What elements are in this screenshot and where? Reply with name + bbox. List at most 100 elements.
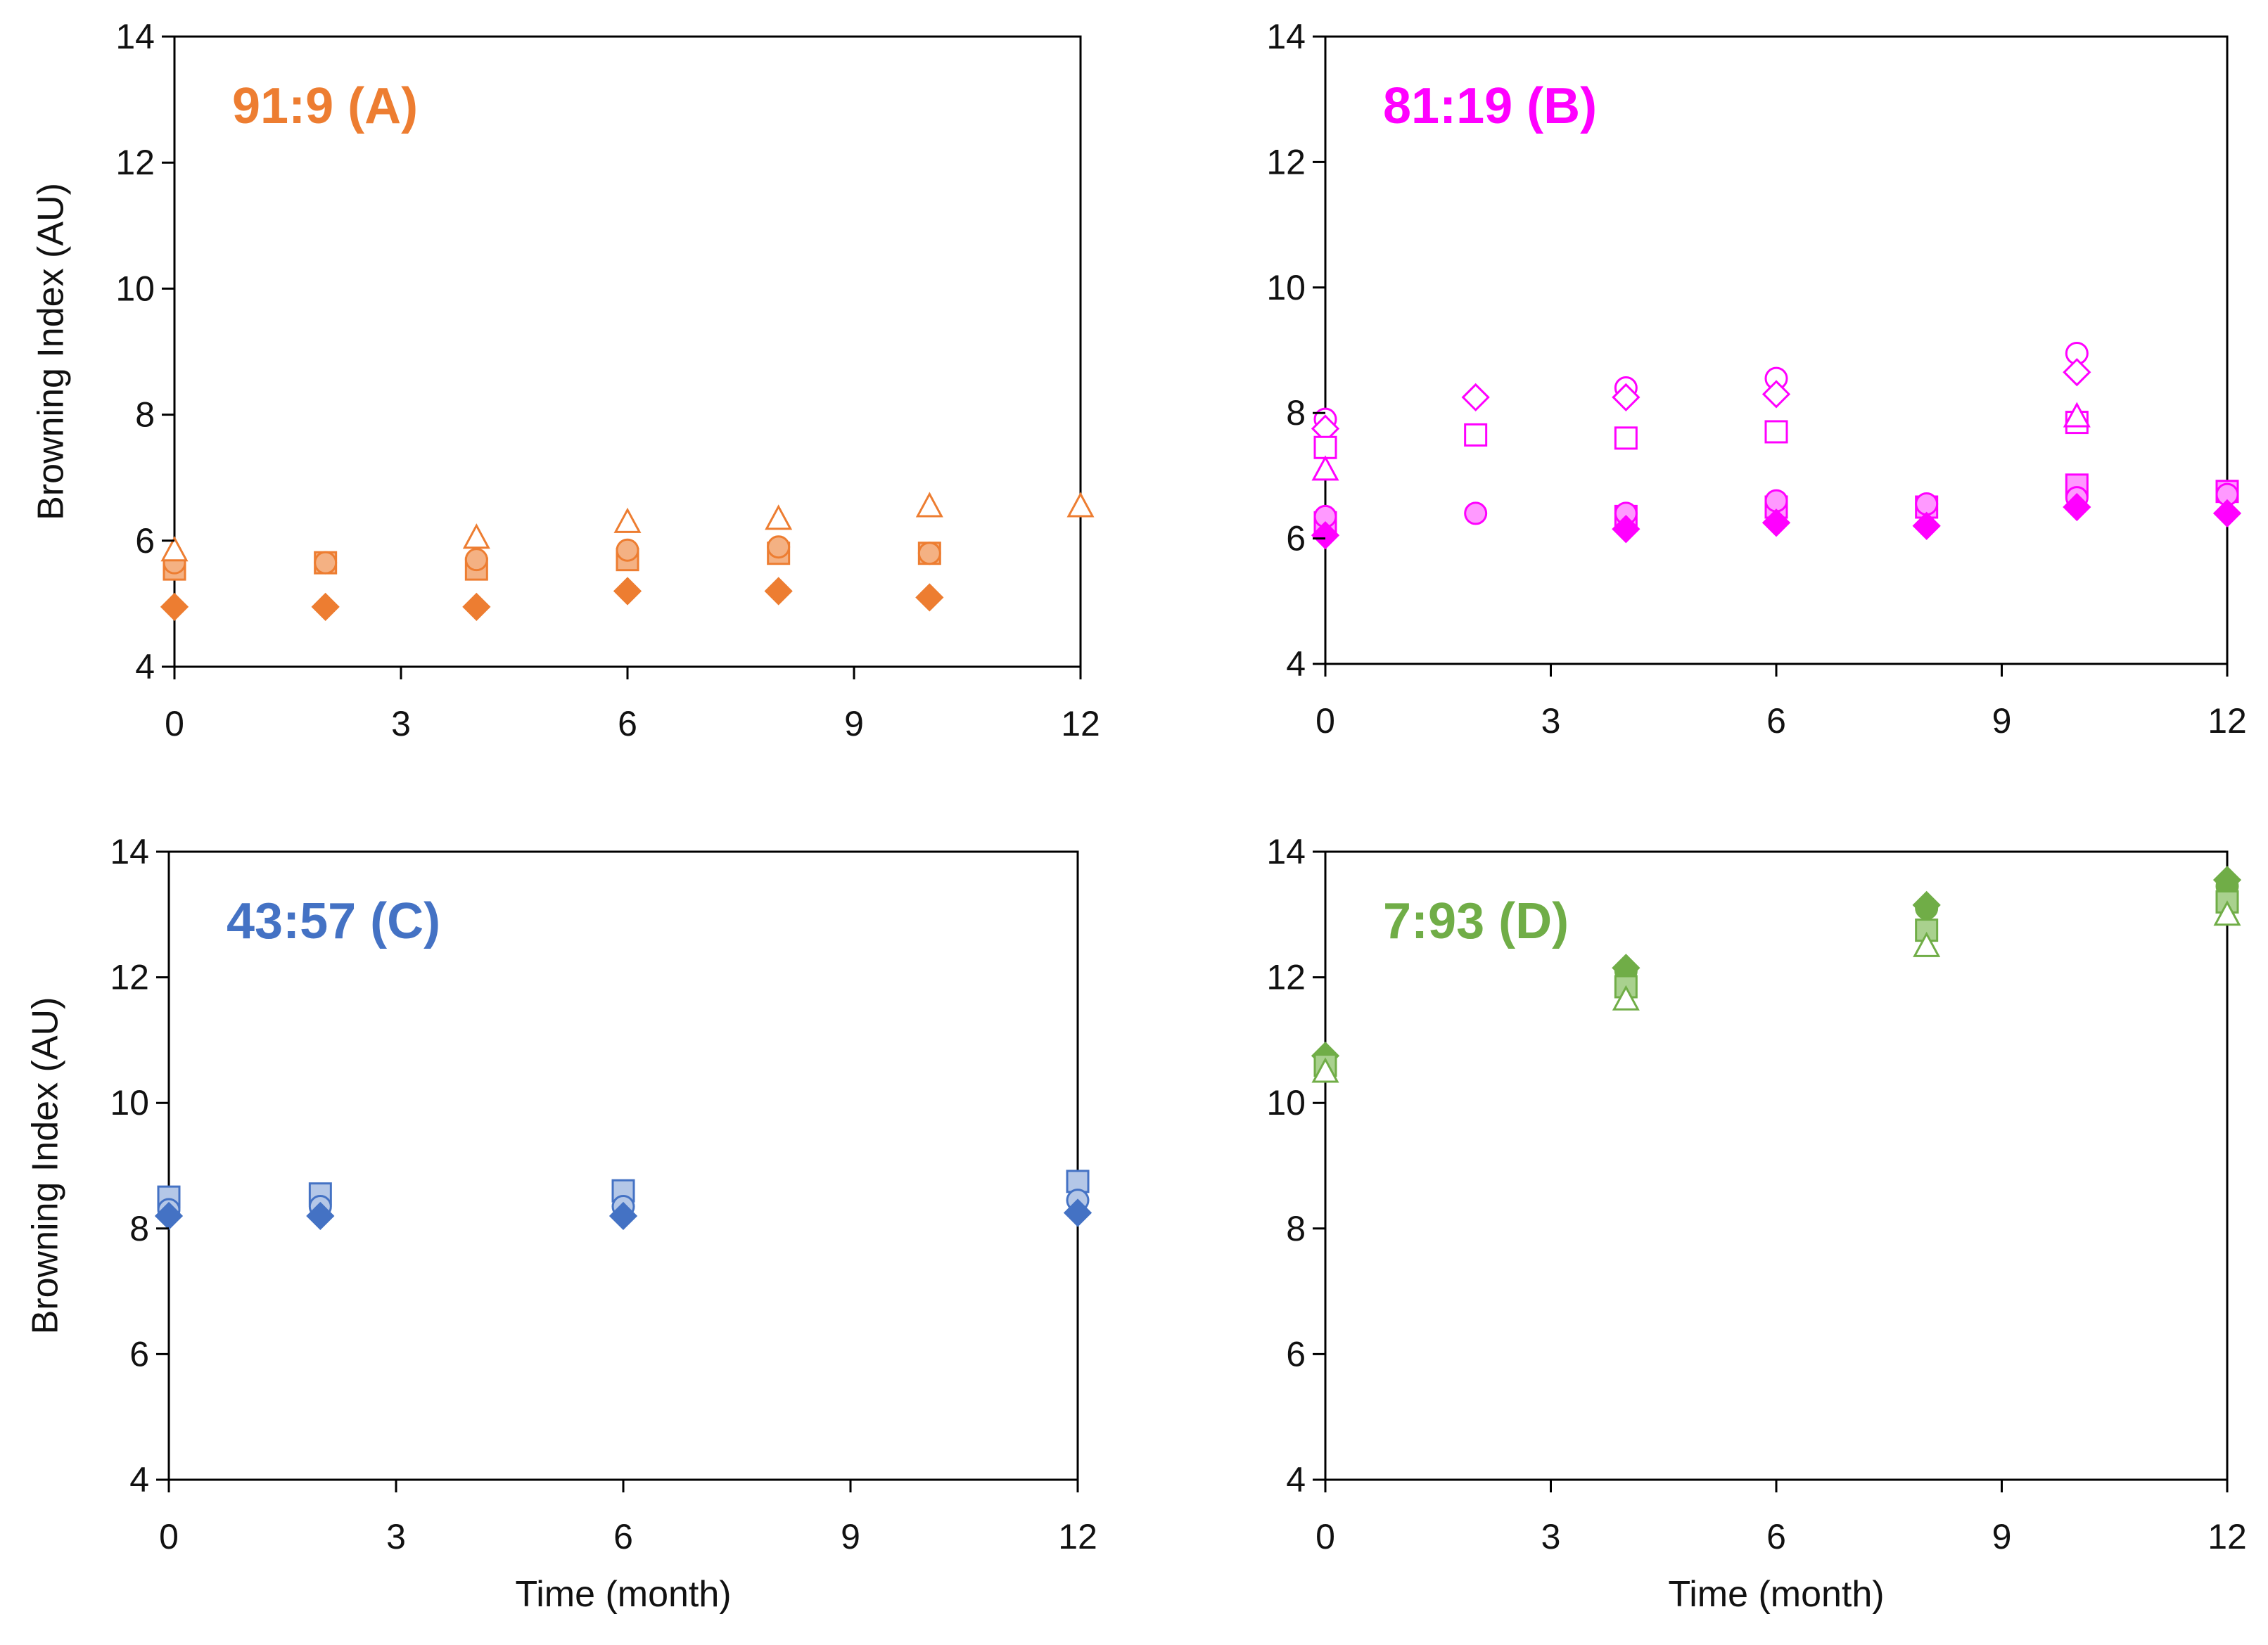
- panel-d-marks: [1311, 866, 2242, 1083]
- panel-c-marks: [154, 1170, 1092, 1231]
- panel-d-y-tick-label: 6: [1286, 1334, 1306, 1374]
- panel-d-triangle-point: [1913, 931, 1941, 957]
- panel-c-square-point: [1066, 1170, 1090, 1193]
- panel-b-square-point: [1313, 435, 1337, 459]
- panel-a-x-tick-label: 0: [165, 704, 184, 743]
- panel-a-circle-point: [464, 548, 488, 572]
- panel-c-x-tick-label: 12: [1058, 1517, 1097, 1556]
- panel-d-x-tick-label: 6: [1766, 1517, 1786, 1556]
- panel-a-diamond-point: [462, 592, 491, 622]
- panel-a-marks: [160, 492, 1095, 622]
- panel-c-x-tick-label: 6: [613, 1517, 633, 1556]
- panel-a-diamond-point: [311, 592, 340, 622]
- panel-b-circle-point: [1915, 492, 1939, 516]
- panel-d-triangle-point: [1311, 1057, 1339, 1083]
- panel-a-x-tick-label: 3: [391, 704, 411, 743]
- panel-c-diamond-point: [306, 1201, 335, 1231]
- panel-c-y-tick-label: 4: [129, 1460, 149, 1499]
- panel-a-triangle-point: [765, 504, 793, 530]
- panel-b-diamond-point: [2212, 499, 2242, 528]
- panel-b-y-ticks: 4 6 8 10 12 14: [1266, 17, 1325, 684]
- panel-d-x-ticks: 0 3 6 9 12: [1315, 1480, 2247, 1556]
- panel-a-y-tick-label: 8: [135, 395, 155, 435]
- panel-d: 0 3 6 9 12 4 6 8 10 12 14 7:93 (D) Time (month): [1266, 832, 2246, 1615]
- panel-b-diamond-point: [1612, 515, 1641, 544]
- panel-a-triangle-point: [613, 507, 642, 533]
- panel-c-x-tick-label: 0: [159, 1517, 179, 1556]
- panel-d-x-tick-label: 12: [2208, 1517, 2247, 1556]
- panel-b-x-ticks: 0 3 6 9 12: [1315, 664, 2247, 741]
- panel-d-triangle-point: [2213, 900, 2241, 926]
- panel-c-y-tick-label: 6: [129, 1334, 149, 1374]
- panel-a-triangle-point: [915, 492, 943, 518]
- panel-a-y-tick-label: 12: [115, 143, 155, 182]
- panel-a-y-tick-label: 10: [115, 269, 155, 308]
- panel-a-x-tick-label: 9: [844, 704, 864, 743]
- panel-a-y-axis-label: Browning Index (AU): [31, 183, 72, 520]
- panel-b-square-point: [1464, 423, 1488, 447]
- panel-c: 0 3 6 9 12 4 6 8 10 12 14 43:57 (C) Browning Inde…: [25, 832, 1097, 1615]
- panel-c-y-tick-label: 10: [110, 1083, 149, 1122]
- panel-a-y-tick-label: 4: [135, 647, 155, 686]
- panel-c-x-tick-label: 9: [841, 1517, 860, 1556]
- panel-d-x-tick-label: 3: [1541, 1517, 1561, 1556]
- panel-b-marks: [1311, 341, 2242, 550]
- panel-c-diamond-point: [609, 1201, 638, 1231]
- panel-a-triangle-point: [462, 523, 490, 549]
- panel-b-square-point: [1764, 420, 1788, 444]
- panel-a-diamond-point: [915, 583, 944, 612]
- panel-d-x-tick-label: 9: [1992, 1517, 2012, 1556]
- panel-a-diamond-point: [613, 577, 642, 606]
- panel-d-title: 7:93 (D): [1383, 893, 1569, 949]
- panel-d-circle-point: [1915, 896, 1939, 920]
- panel-b-diamond-point: [1761, 380, 1791, 409]
- panel-d-x-tick-label: 0: [1315, 1517, 1335, 1556]
- panel-b-x-tick-label: 9: [1992, 701, 2012, 741]
- panel-a-circle-point: [314, 551, 338, 575]
- panel-a-x-tick-label: 6: [618, 704, 637, 743]
- panel-c-y-tick-label: 14: [110, 832, 149, 871]
- panel-c-y-axis-label: Browning Index (AU): [25, 997, 66, 1335]
- panel-c-y-tick-label: 12: [110, 958, 149, 997]
- panel-d-triangle-point: [1612, 985, 1640, 1011]
- panel-a-circle-point: [616, 538, 639, 562]
- panel-d-y-tick-label: 12: [1266, 958, 1306, 997]
- panel-b-diamond-point: [1761, 508, 1791, 537]
- panel-d-x-axis-label: Time (month): [1668, 1574, 1884, 1615]
- panel-b-circle-point: [1764, 489, 1788, 513]
- panel-b-x-tick-label: 0: [1315, 701, 1335, 741]
- panel-b-triangle-point: [1311, 455, 1339, 481]
- panel-a: 0 3 6 9 12 4 6 8 10 12 14 91:9 (A) Browning Index…: [31, 17, 1100, 743]
- panel-b-y-tick-label: 10: [1266, 268, 1306, 307]
- panel-d-square-point: [1915, 918, 1939, 942]
- panel-b-square-point: [1614, 426, 1638, 450]
- panel-b-circle-point: [1464, 501, 1488, 525]
- panel-c-x-ticks: 0 3 6 9 12: [159, 1480, 1097, 1556]
- panel-b-y-tick-label: 8: [1286, 393, 1306, 433]
- panel-b-y-tick-label: 4: [1286, 644, 1306, 684]
- panel-d-y-tick-label: 10: [1266, 1083, 1306, 1122]
- panel-b-y-tick-label: 12: [1266, 142, 1306, 181]
- panel-c-x-axis-label: Time (month): [515, 1574, 731, 1615]
- panel-a-x-tick-label: 12: [1061, 704, 1100, 743]
- panel-a-y-ticks: 4 6 8 10 12 14: [115, 17, 174, 686]
- panel-d-y-tick-label: 4: [1286, 1460, 1306, 1499]
- panel-a-circle-point: [767, 535, 791, 559]
- panel-b-y-tick-label: 14: [1266, 17, 1306, 56]
- panel-c-diamond-point: [1063, 1198, 1092, 1227]
- panel-b-x-tick-label: 3: [1541, 701, 1561, 741]
- panel-a-title: 91:9 (A): [232, 78, 418, 134]
- panel-a-circle-point: [917, 542, 941, 565]
- panel-b-triangle-point: [2063, 402, 2091, 428]
- panel-b-diamond-point: [1912, 511, 1941, 540]
- panel-d-y-ticks: 4 6 8 10 12 14: [1266, 832, 1325, 1499]
- panel-d-y-tick-label: 8: [1286, 1209, 1306, 1248]
- panel-a-y-tick-label: 14: [115, 17, 155, 56]
- panel-b-diamond-point: [2063, 492, 2091, 522]
- panel-b-diamond-point: [1311, 521, 1340, 550]
- panel-a-y-tick-label: 6: [135, 521, 155, 561]
- panel-c-y-tick-label: 8: [129, 1209, 149, 1248]
- panel-b-x-tick-label: 12: [2208, 701, 2247, 741]
- panel-b-x-tick-label: 6: [1766, 701, 1786, 741]
